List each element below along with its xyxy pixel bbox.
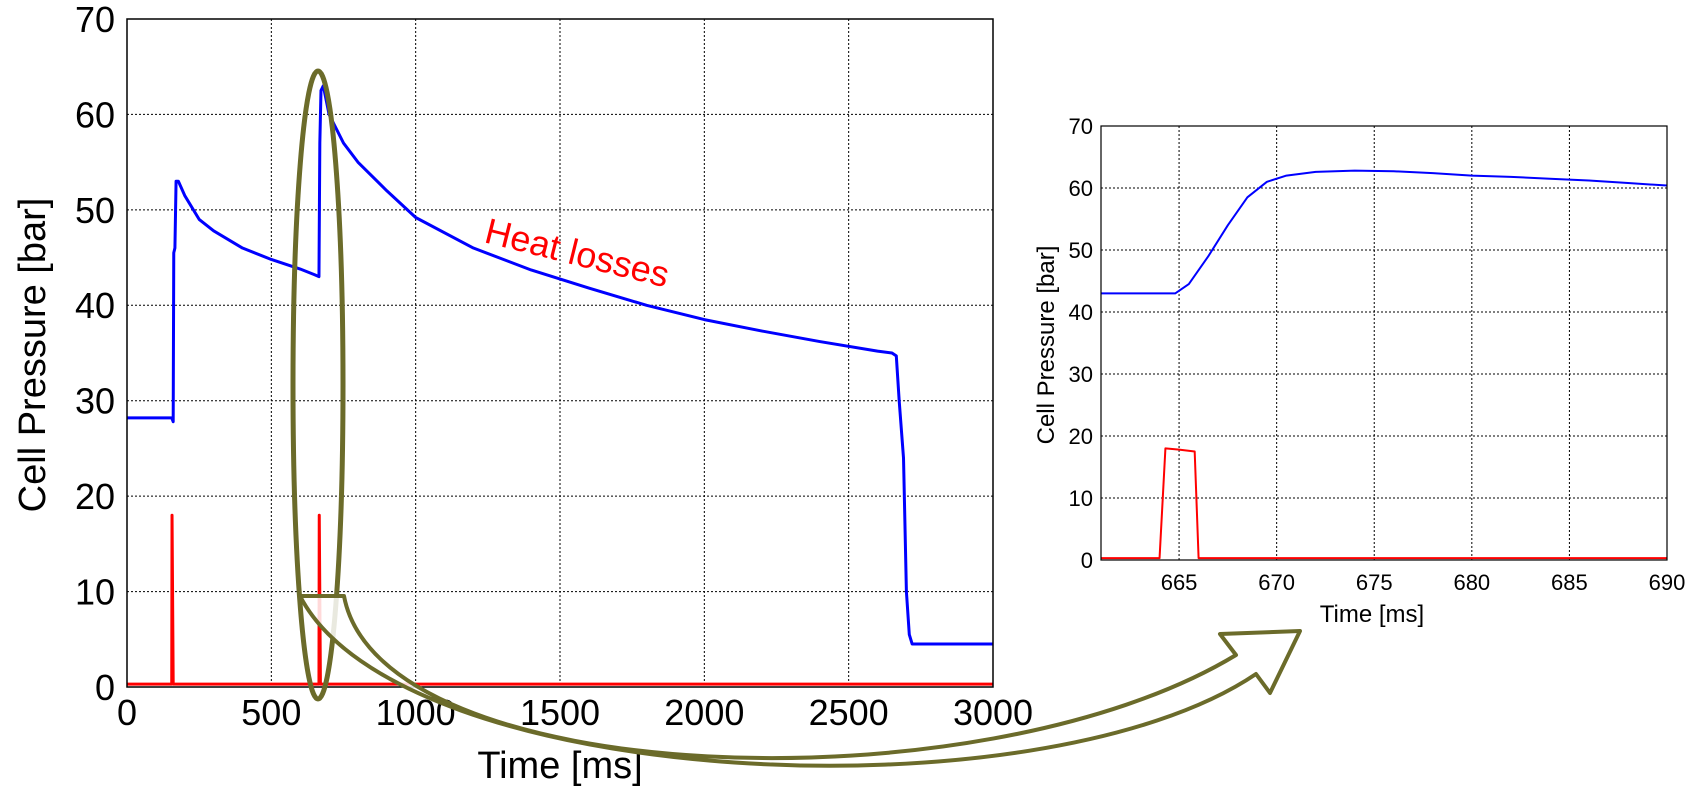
inset-series-line-red (1101, 447, 1667, 560)
inset-y-tick-label: 20 (1069, 424, 1093, 449)
main-y-tick-label: 0 (95, 667, 115, 708)
main-y-tick-label: 10 (75, 572, 115, 613)
main-y-axis-label: Cell Pressure [bar] (12, 198, 54, 513)
inset-y-tick-label: 60 (1069, 176, 1093, 201)
inset-x-tick-labels: 665 670 675 680 685 690 (1161, 570, 1686, 595)
main-chart: 0 500 1000 1500 2000 2500 3000 0 10 20 30 40 50 60 70… (12, 0, 1033, 787)
inset-x-tick-label: 670 (1258, 570, 1295, 595)
main-x-tick-label: 2000 (664, 692, 744, 733)
inset-x-tick-label: 690 (1649, 570, 1686, 595)
inset-grid (1101, 126, 1667, 560)
inset-y-axis-label: Cell Pressure [bar] (1033, 246, 1060, 445)
inset-x-tick-label: 665 (1161, 570, 1198, 595)
inset-x-axis-label: Time [ms] (1320, 601, 1424, 628)
main-y-tick-label: 60 (75, 94, 115, 135)
inset-y-tick-label: 30 (1069, 362, 1093, 387)
main-series-group (127, 84, 993, 686)
zoom-arrow (298, 594, 1302, 768)
inset-chart: 665 670 675 680 685 690 0 10 20 30 40 50 60 70 Time … (1033, 114, 1685, 628)
main-x-axis-label: Time [ms] (477, 745, 642, 787)
inset-x-tick-label: 685 (1551, 570, 1588, 595)
inset-y-tick-label: 0 (1081, 548, 1093, 573)
main-x-tick-label: 1500 (520, 692, 600, 733)
main-x-tick-label: 1000 (376, 692, 456, 733)
inset-y-tick-labels: 0 10 20 30 40 50 60 70 (1069, 114, 1093, 573)
zoom-highlight-ellipse (290, 68, 346, 702)
main-grid (127, 19, 993, 687)
main-series-line-red (127, 513, 993, 686)
inset-plot-frame (1100, 125, 1668, 561)
main-y-tick-labels: 0 10 20 30 40 50 60 70 (75, 0, 115, 708)
main-x-tick-labels: 0 500 1000 1500 2000 2500 3000 (117, 692, 1033, 733)
main-plot-frame (126, 18, 994, 688)
main-x-tick-label: 2500 (809, 692, 889, 733)
main-y-tick-label: 40 (75, 285, 115, 326)
inset-series-line-blue (1101, 169, 1667, 295)
main-x-tick-label: 0 (117, 692, 137, 733)
main-series-line-blue (127, 84, 993, 646)
inset-series-group (1101, 169, 1667, 560)
main-y-tick-label: 50 (75, 190, 115, 231)
main-y-tick-label: 30 (75, 381, 115, 422)
main-x-tick-label: 3000 (953, 692, 1033, 733)
inset-y-tick-label: 10 (1069, 486, 1093, 511)
inset-y-tick-label: 70 (1069, 114, 1093, 139)
inset-plot-area (1101, 126, 1667, 560)
main-y-tick-label: 70 (75, 0, 115, 40)
main-y-tick-label: 20 (75, 476, 115, 517)
inset-y-tick-label: 40 (1069, 300, 1093, 325)
inset-x-tick-label: 680 (1453, 570, 1490, 595)
inset-y-tick-label: 50 (1069, 238, 1093, 263)
inset-x-tick-label: 675 (1356, 570, 1393, 595)
main-x-tick-label: 500 (241, 692, 301, 733)
